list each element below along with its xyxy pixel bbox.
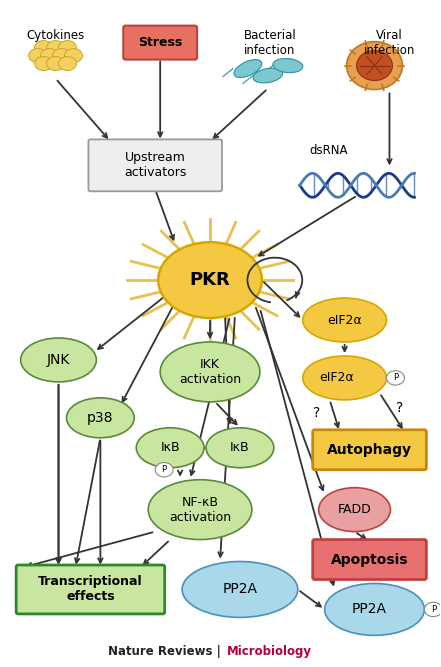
Ellipse shape — [303, 356, 386, 400]
Ellipse shape — [47, 57, 64, 71]
Ellipse shape — [47, 41, 64, 55]
Text: PKR: PKR — [190, 271, 230, 289]
Text: ?: ? — [313, 406, 320, 420]
Text: Transcriptional
effects: Transcriptional effects — [38, 576, 143, 604]
Ellipse shape — [136, 428, 204, 468]
Ellipse shape — [253, 68, 283, 83]
FancyBboxPatch shape — [313, 540, 426, 580]
Text: Bacterial
infection: Bacterial infection — [243, 29, 296, 57]
Text: Upstream
activators: Upstream activators — [124, 151, 187, 179]
Text: P: P — [393, 374, 398, 382]
Ellipse shape — [347, 41, 403, 89]
FancyBboxPatch shape — [88, 139, 222, 191]
Ellipse shape — [206, 428, 274, 468]
Text: Stress: Stress — [138, 36, 182, 49]
FancyBboxPatch shape — [123, 25, 197, 59]
Text: eIF2α: eIF2α — [327, 313, 362, 327]
Text: Apoptosis: Apoptosis — [331, 552, 408, 566]
Ellipse shape — [357, 51, 392, 81]
Ellipse shape — [34, 57, 52, 71]
Text: ?: ? — [396, 401, 403, 415]
Ellipse shape — [303, 298, 386, 342]
Ellipse shape — [34, 41, 52, 55]
FancyBboxPatch shape — [313, 430, 426, 470]
Ellipse shape — [41, 49, 59, 63]
Ellipse shape — [325, 584, 424, 636]
Text: NF-κB
activation: NF-κB activation — [169, 496, 231, 524]
Text: P: P — [161, 465, 167, 474]
Text: Microbiology: Microbiology — [227, 645, 312, 658]
Ellipse shape — [148, 480, 252, 540]
Ellipse shape — [59, 57, 76, 71]
Text: JNK: JNK — [47, 353, 70, 367]
Text: p38: p38 — [87, 411, 114, 425]
Text: P: P — [431, 605, 436, 614]
FancyBboxPatch shape — [16, 565, 164, 614]
Text: Viral
infection: Viral infection — [364, 29, 415, 57]
Text: PP2A: PP2A — [222, 582, 258, 596]
Ellipse shape — [424, 602, 441, 616]
Ellipse shape — [155, 462, 173, 477]
Ellipse shape — [158, 242, 262, 318]
Text: IκB: IκB — [161, 442, 180, 454]
Ellipse shape — [64, 49, 82, 63]
Ellipse shape — [182, 562, 298, 618]
Ellipse shape — [234, 59, 262, 77]
Text: dsRNA: dsRNA — [310, 144, 348, 157]
Text: Autophagy: Autophagy — [327, 443, 412, 457]
Text: FADD: FADD — [338, 503, 371, 516]
Ellipse shape — [67, 398, 134, 438]
Ellipse shape — [319, 488, 390, 532]
Ellipse shape — [273, 59, 303, 73]
Text: Cytokines: Cytokines — [26, 29, 85, 41]
Ellipse shape — [160, 342, 260, 402]
Ellipse shape — [21, 338, 97, 382]
Ellipse shape — [52, 49, 71, 63]
Text: eIF2α: eIF2α — [319, 372, 354, 384]
Ellipse shape — [29, 49, 47, 63]
Ellipse shape — [59, 41, 76, 55]
Text: Nature Reviews |: Nature Reviews | — [108, 645, 225, 658]
Text: PP2A: PP2A — [352, 602, 387, 616]
Text: IKK
activation: IKK activation — [179, 358, 241, 386]
Ellipse shape — [386, 371, 404, 385]
Text: IκB: IκB — [230, 442, 250, 454]
